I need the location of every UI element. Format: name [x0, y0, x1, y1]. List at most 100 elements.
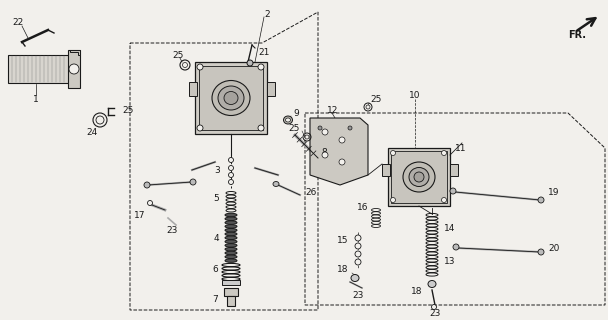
Ellipse shape: [190, 179, 196, 185]
Text: 17: 17: [134, 211, 145, 220]
Ellipse shape: [225, 232, 237, 236]
Text: 26: 26: [305, 188, 316, 196]
Bar: [388, 148, 450, 206]
Ellipse shape: [283, 116, 292, 124]
Text: 21: 21: [258, 47, 269, 57]
Ellipse shape: [258, 64, 264, 70]
Text: 12: 12: [327, 106, 339, 115]
Text: 24: 24: [86, 127, 98, 137]
Ellipse shape: [441, 197, 446, 203]
Bar: [195, 62, 267, 134]
Ellipse shape: [225, 213, 237, 217]
Ellipse shape: [538, 197, 544, 203]
Ellipse shape: [258, 125, 264, 131]
Ellipse shape: [229, 157, 233, 163]
Ellipse shape: [432, 305, 437, 309]
Text: 7: 7: [212, 295, 218, 305]
Ellipse shape: [197, 125, 203, 131]
Text: 14: 14: [444, 223, 455, 233]
Ellipse shape: [225, 251, 237, 255]
Ellipse shape: [225, 217, 237, 220]
Text: 13: 13: [444, 258, 455, 267]
Text: 5: 5: [213, 194, 219, 203]
Bar: [222, 280, 240, 285]
Ellipse shape: [229, 180, 233, 185]
Ellipse shape: [318, 126, 322, 130]
Ellipse shape: [355, 251, 361, 257]
Ellipse shape: [225, 240, 237, 243]
Ellipse shape: [225, 221, 237, 224]
Ellipse shape: [96, 116, 104, 124]
Text: 20: 20: [548, 244, 559, 252]
Text: 25: 25: [172, 51, 184, 60]
Ellipse shape: [322, 129, 328, 135]
Bar: [227, 296, 235, 306]
Text: 16: 16: [356, 203, 368, 212]
Text: 23: 23: [429, 308, 441, 317]
Ellipse shape: [69, 64, 79, 74]
Text: 11: 11: [455, 143, 466, 153]
Text: 1: 1: [33, 94, 39, 103]
Ellipse shape: [229, 165, 233, 171]
Text: 23: 23: [167, 226, 178, 235]
Ellipse shape: [409, 167, 429, 187]
Text: 25: 25: [122, 106, 133, 115]
Text: 9: 9: [293, 108, 299, 117]
Ellipse shape: [355, 259, 361, 265]
Bar: [189, 82, 197, 96]
Text: 18: 18: [410, 287, 422, 297]
Bar: [224, 288, 238, 296]
Ellipse shape: [148, 201, 153, 205]
Ellipse shape: [366, 105, 370, 109]
Bar: [391, 151, 447, 203]
Bar: [382, 164, 390, 176]
Bar: [68, 50, 80, 88]
Ellipse shape: [355, 243, 361, 249]
Ellipse shape: [339, 159, 345, 165]
Ellipse shape: [322, 152, 328, 158]
Text: 10: 10: [409, 91, 421, 100]
Ellipse shape: [225, 247, 237, 251]
Polygon shape: [70, 50, 80, 55]
Text: 22: 22: [12, 18, 24, 27]
Ellipse shape: [144, 182, 150, 188]
Ellipse shape: [351, 275, 359, 282]
Ellipse shape: [273, 181, 279, 187]
Ellipse shape: [538, 249, 544, 255]
Ellipse shape: [225, 255, 237, 259]
Text: 19: 19: [548, 188, 559, 196]
Bar: [199, 66, 263, 130]
Ellipse shape: [197, 64, 203, 70]
Text: 18: 18: [336, 266, 348, 275]
Text: 25: 25: [289, 124, 300, 132]
Text: 4: 4: [213, 234, 219, 243]
Ellipse shape: [441, 150, 446, 156]
Ellipse shape: [225, 259, 237, 262]
Ellipse shape: [225, 244, 237, 247]
Ellipse shape: [305, 135, 309, 139]
Ellipse shape: [247, 60, 253, 66]
Ellipse shape: [182, 62, 187, 68]
Bar: [267, 82, 275, 96]
Text: 2: 2: [264, 10, 270, 19]
Ellipse shape: [225, 225, 237, 228]
Ellipse shape: [414, 172, 424, 182]
Ellipse shape: [403, 162, 435, 192]
Ellipse shape: [212, 81, 250, 116]
Text: 23: 23: [352, 291, 364, 300]
Ellipse shape: [224, 92, 238, 105]
Ellipse shape: [450, 188, 456, 194]
Ellipse shape: [286, 118, 291, 122]
Text: FR.: FR.: [568, 30, 586, 40]
Text: 3: 3: [214, 165, 220, 174]
Polygon shape: [310, 118, 368, 185]
Ellipse shape: [218, 86, 244, 110]
Ellipse shape: [390, 150, 395, 156]
Bar: [450, 164, 458, 176]
Ellipse shape: [453, 244, 459, 250]
Text: 25: 25: [370, 94, 381, 103]
Text: 6: 6: [212, 266, 218, 275]
Bar: [8, 55, 70, 83]
Ellipse shape: [229, 172, 233, 178]
Ellipse shape: [390, 197, 395, 203]
